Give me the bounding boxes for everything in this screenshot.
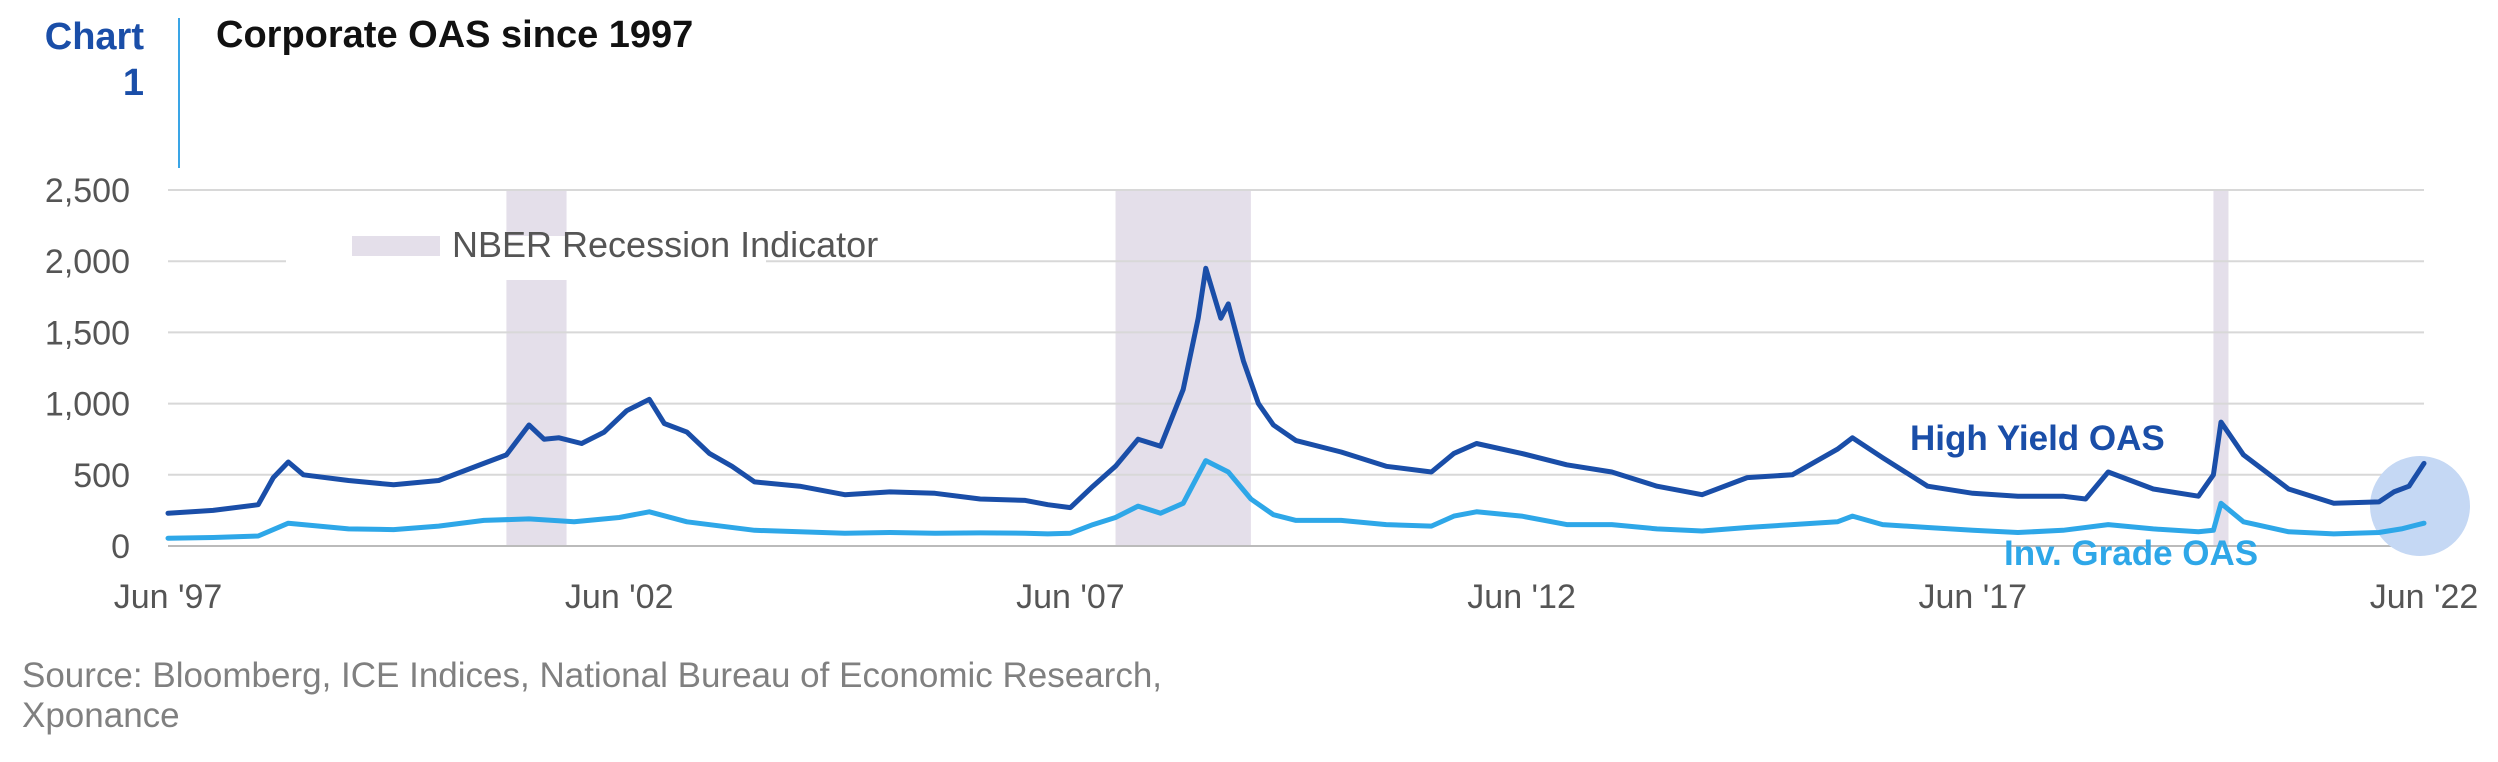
- x-tick-label: Jun '12: [1467, 578, 1576, 616]
- legend: NBER Recession Indicator: [286, 224, 878, 280]
- series-label-inv-grade: Inv. Grade OAS: [2004, 534, 2258, 573]
- x-tick-label: Jun '22: [2370, 578, 2479, 616]
- recession-band-2: [1115, 190, 1251, 546]
- chart-number-tag: Chart 1: [44, 16, 144, 104]
- series-lines: [165, 265, 2427, 541]
- source-note: Source: Bloomberg, ICE Indices, National…: [22, 656, 1163, 735]
- y-tick-label: 1,500: [45, 314, 130, 352]
- gridlines: [168, 189, 2424, 547]
- y-tick-label: 500: [73, 457, 130, 495]
- x-tick-label: Jun '02: [565, 578, 674, 616]
- recession-band-3: [2213, 190, 2229, 546]
- x-tick-label: Jun '07: [1016, 578, 1125, 616]
- x-axis-ticks: Jun '97 Jun '02 Jun '07 Jun '12 Jun '17 Jun '…: [114, 578, 2479, 616]
- y-tick-label: 2,000: [45, 243, 130, 281]
- high-yield-oas-line: [165, 265, 2427, 516]
- x-tick-label: Jun '17: [1919, 578, 2028, 616]
- header-divider: [178, 18, 180, 168]
- legend-swatch-recession: [352, 236, 440, 256]
- y-tick-label: 0: [111, 528, 130, 566]
- inv-grade-oas-line: [165, 458, 2427, 541]
- legend-label-recession: NBER Recession Indicator: [452, 224, 878, 265]
- y-axis-ticks: 0 500 1,000 1,500 2,000 2,500: [45, 172, 130, 566]
- series-label-high-yield: High Yield OAS: [1910, 419, 2165, 458]
- y-tick-label: 1,000: [45, 386, 130, 424]
- chart-title: Corporate OAS since 1997: [216, 14, 694, 56]
- y-tick-label: 2,500: [45, 172, 130, 210]
- x-tick-label: Jun '97: [114, 578, 223, 616]
